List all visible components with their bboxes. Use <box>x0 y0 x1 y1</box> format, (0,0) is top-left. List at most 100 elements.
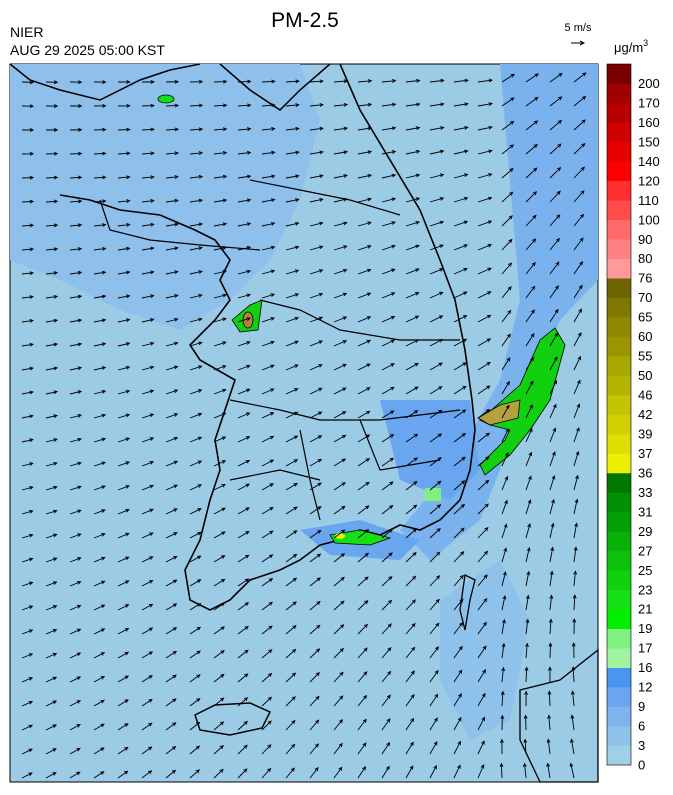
wind-arrow <box>117 485 130 491</box>
wind-arrow <box>573 119 586 131</box>
wind-arrow <box>237 697 249 707</box>
wind-arrow <box>501 499 508 515</box>
colorbar-tick-label: 160 <box>638 115 660 130</box>
wind-arrow <box>213 222 228 227</box>
wind-arrow <box>453 315 468 323</box>
wind-arrow <box>189 198 204 203</box>
wind-arrow <box>570 714 575 731</box>
wind-arrow <box>453 480 466 491</box>
wind-arrow <box>69 724 81 731</box>
wind-arrow <box>501 475 509 491</box>
wind-arrow <box>477 267 492 275</box>
wind-arrow <box>165 413 179 419</box>
wind-arrow <box>285 601 297 611</box>
wind-arrow <box>405 528 418 539</box>
wind-arrow <box>141 222 155 227</box>
colorbar-tick-label: 29 <box>638 524 652 539</box>
wind-arrow <box>549 285 559 299</box>
wind-arrow <box>165 555 178 563</box>
wind-arrow <box>189 626 202 635</box>
wind-arrow <box>189 460 203 467</box>
wind-arrow <box>213 79 228 84</box>
wind-arrow <box>213 626 226 635</box>
wind-arrow <box>93 103 107 108</box>
wind-arrow <box>117 437 131 443</box>
wind-arrow <box>21 509 34 515</box>
wind-arrow <box>285 672 297 683</box>
wind-arrow <box>261 720 272 731</box>
wind-arrow <box>405 220 421 227</box>
wind-arrow <box>549 308 559 323</box>
wind-arrow <box>477 597 488 611</box>
wind-scale-arrow <box>571 40 586 46</box>
wind-arrow <box>93 366 107 371</box>
wind-arrow <box>357 623 369 635</box>
wind-arrow <box>141 341 155 347</box>
wind-arrow <box>189 745 201 755</box>
wind-arrow <box>165 627 178 635</box>
wind-arrow <box>501 215 513 227</box>
wind-arrow <box>21 486 34 491</box>
wind-arrow <box>237 103 252 108</box>
wind-arrow <box>189 508 202 515</box>
wind-arrow <box>501 191 514 203</box>
wind-arrow <box>93 580 106 587</box>
wind-arrow <box>117 628 130 635</box>
colorbar-tick-label: 39 <box>638 426 652 441</box>
wind-arrow <box>189 389 203 395</box>
wind-arrow <box>45 247 59 252</box>
wind-arrow <box>45 461 58 467</box>
wind-arrow <box>261 103 276 108</box>
wind-arrow <box>525 523 531 539</box>
wind-arrow <box>523 738 528 755</box>
wind-arrow <box>309 340 324 347</box>
wind-arrow <box>357 197 372 203</box>
wind-arrow <box>309 174 324 179</box>
wind-arrow <box>21 151 35 156</box>
wind-arrow <box>453 362 467 371</box>
pm-high-area <box>157 94 175 104</box>
wind-arrow <box>429 764 437 779</box>
wind-arrow <box>573 522 578 539</box>
wind-arrow <box>285 530 298 539</box>
wind-arrow <box>309 269 324 275</box>
wind-arrow <box>93 389 107 395</box>
wind-arrow <box>237 198 252 203</box>
wind-arrow <box>117 80 131 84</box>
wind-arrow <box>381 623 392 635</box>
wind-arrow <box>333 150 349 155</box>
wind-arrow <box>165 103 180 108</box>
wind-arrow <box>285 103 300 108</box>
colorbar-bin <box>607 648 631 668</box>
wind-arrow <box>525 261 536 275</box>
wind-arrow <box>69 199 83 204</box>
wind-arrow <box>165 222 179 227</box>
wind-arrow <box>213 578 226 587</box>
wind-arrow <box>525 309 535 323</box>
wind-arrow <box>333 340 348 347</box>
wind-arrow <box>357 150 373 155</box>
wind-arrow <box>141 627 154 635</box>
colorbar-bin <box>607 278 631 298</box>
wind-arrow <box>381 150 397 155</box>
wind-arrow <box>213 673 225 683</box>
colorbar-bin <box>607 433 631 454</box>
wind-arrow <box>45 366 59 371</box>
wind-arrow <box>549 237 560 251</box>
wind-arrow <box>165 151 180 156</box>
island <box>459 574 476 631</box>
colorbar-bin <box>607 395 631 415</box>
wind-arrow <box>453 196 469 203</box>
wind-arrow <box>477 361 491 371</box>
wind-arrow <box>573 474 579 491</box>
wind-arrow <box>21 414 34 419</box>
wind-arrow <box>381 268 396 275</box>
wind-arrow <box>524 690 529 707</box>
wind-arrow <box>165 745 177 755</box>
wind-arrow <box>141 246 155 251</box>
wind-arrow <box>117 270 131 275</box>
wind-arrow <box>141 294 155 299</box>
wind-arrow <box>429 622 440 635</box>
wind-arrow <box>381 457 394 467</box>
wind-arrow <box>333 268 348 275</box>
